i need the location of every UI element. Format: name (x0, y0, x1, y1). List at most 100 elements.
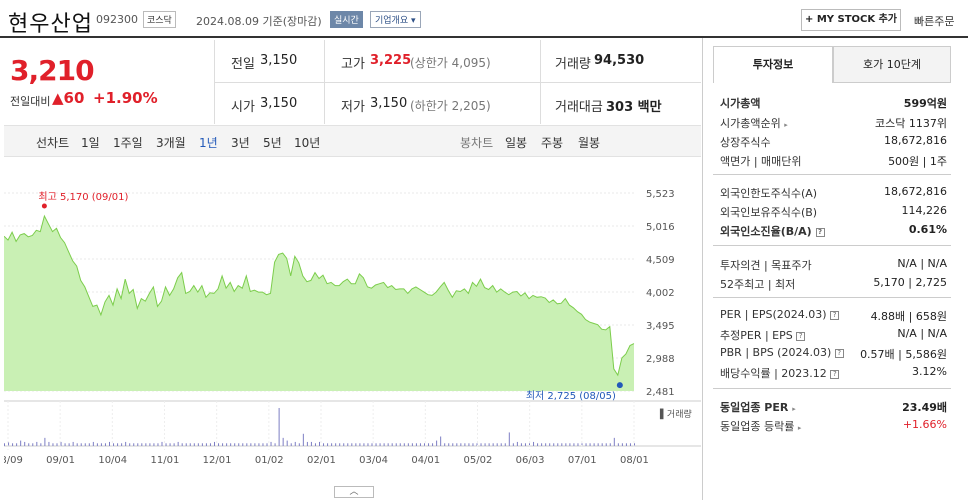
candle-weekly[interactable]: 주봉 (541, 136, 564, 150)
add-mystock-button[interactable]: + MY STOCK 추가 (801, 9, 901, 31)
low-marker (616, 382, 623, 389)
par-value: 500원 | 1주 (888, 155, 947, 168)
volume-bar (80, 443, 82, 446)
help-icon[interactable]: ? (815, 227, 825, 237)
panel-divider (702, 38, 703, 500)
quick-order-button[interactable]: 빠른주문 (914, 15, 955, 28)
volume-bar (508, 432, 510, 446)
volume-bar (411, 443, 413, 446)
period-1d[interactable]: 1일 (81, 136, 100, 150)
candle-daily[interactable]: 일봉 (505, 136, 528, 150)
volume-bar (157, 443, 159, 446)
volume-bar (129, 443, 131, 446)
mcap-rank-label[interactable]: 시가총액순위 ▸ (720, 117, 788, 130)
volume-bar (169, 443, 171, 446)
volume-bar (609, 443, 611, 446)
volume-bar (355, 443, 357, 446)
volume-bar (310, 441, 312, 446)
volume-bar (141, 443, 143, 446)
volume-bar (286, 440, 288, 446)
period-1w[interactable]: 1주일 (113, 136, 143, 150)
collapse-button[interactable]: ︿ (334, 486, 374, 498)
volume-bar (290, 443, 292, 446)
separator (713, 174, 951, 175)
week52-value: 5,170 | 2,725 (873, 276, 947, 289)
volume-bar (492, 443, 494, 446)
price-change-pct: +1.90% (93, 89, 158, 107)
chevron-right-icon: ▸ (797, 424, 802, 432)
volume-bar (133, 443, 135, 446)
volume-bar (440, 436, 442, 446)
volume-bar (40, 443, 42, 446)
volume-bar (327, 443, 329, 446)
period-3m[interactable]: 3개월 (156, 136, 186, 150)
help-icon[interactable]: ? (830, 369, 840, 379)
volume-bar (343, 443, 345, 446)
volume-bar (561, 443, 563, 446)
tab-orderbook[interactable]: 호가 10단계 (833, 46, 951, 83)
volume-bar (12, 443, 14, 446)
volume-bar (250, 443, 252, 446)
volume-bar (189, 443, 191, 446)
volume-bar (520, 443, 522, 446)
volume-bar (383, 443, 385, 446)
volume-bar (403, 443, 405, 446)
candle-monthly[interactable]: 월봉 (578, 136, 601, 150)
volume-bar (173, 443, 175, 446)
help-icon[interactable]: ? (830, 310, 840, 320)
realtime-badge[interactable]: 실시간 (330, 11, 363, 28)
volume-bar (629, 443, 631, 446)
volume-bar (181, 443, 183, 446)
volume-bar (549, 443, 551, 446)
volume-bar (125, 441, 127, 446)
volume-bar (56, 443, 58, 446)
volume-bar (504, 443, 506, 446)
volume-bar (597, 443, 599, 446)
y-tick-label: 4,002 (646, 288, 675, 299)
help-icon[interactable]: ? (834, 348, 844, 358)
volume-bar (488, 443, 490, 446)
period-5y[interactable]: 5년 (263, 136, 282, 150)
volume-bar (375, 443, 377, 446)
industry-rate-label[interactable]: 동일업종 등락률 ▸ (720, 420, 802, 433)
week52-label: 52주최고 | 최저 (720, 278, 796, 291)
opinion-label: 투자의견 | 목표주가 (720, 259, 812, 272)
price-chart[interactable]: 5,523 5,016 4,509 4,002 3,495 2,988 2,481 최고 5,… (4, 158, 701, 485)
x-tick-label: 12/01 (203, 455, 232, 466)
company-info-button[interactable]: 기업개요 ▾ (370, 11, 421, 28)
shares-value: 18,672,816 (884, 134, 947, 147)
amount-value: 303 백만 (606, 100, 662, 115)
volume-bar (230, 443, 232, 446)
period-3y[interactable]: 3년 (231, 136, 250, 150)
volume-bar (347, 443, 349, 446)
volume-bar (294, 441, 296, 446)
chevron-right-icon: ▸ (784, 121, 788, 129)
industry-per-label[interactable]: 동일업종 PER ▸ (720, 401, 796, 414)
prev-close-value: 3,150 (260, 53, 298, 68)
volume-bar (428, 443, 430, 446)
volume-bar (500, 443, 502, 446)
volume-bar (48, 441, 50, 446)
foreign-ratio-label[interactable]: 외국인소진율(B/A) ? (720, 223, 825, 239)
volume-bar (145, 443, 147, 446)
foreign-limit-label: 외국인한도주식수(A) (720, 187, 818, 200)
help-icon[interactable]: ? (796, 331, 806, 341)
period-1y[interactable]: 1년 (199, 136, 218, 150)
period-10y[interactable]: 10년 (294, 136, 321, 150)
volume-bar (464, 443, 466, 446)
volume-bar (625, 443, 627, 446)
amount-label: 거래대금 (555, 100, 603, 115)
x-tick-label: 07/01 (568, 455, 597, 466)
volume-bar (218, 443, 220, 446)
volume-bar (601, 443, 603, 446)
volume-bar (282, 437, 284, 446)
volume-bar (407, 443, 409, 446)
volume-bar (24, 441, 26, 446)
y-tick-label: 5,016 (646, 222, 675, 233)
volume-bar (113, 443, 115, 446)
x-tick-label: 10/04 (98, 455, 127, 466)
tab-invest-info[interactable]: 투자정보 (713, 46, 833, 83)
volume-bar (121, 443, 123, 446)
volume-bar (581, 443, 583, 446)
y-tick-label: 2,481 (646, 387, 675, 398)
